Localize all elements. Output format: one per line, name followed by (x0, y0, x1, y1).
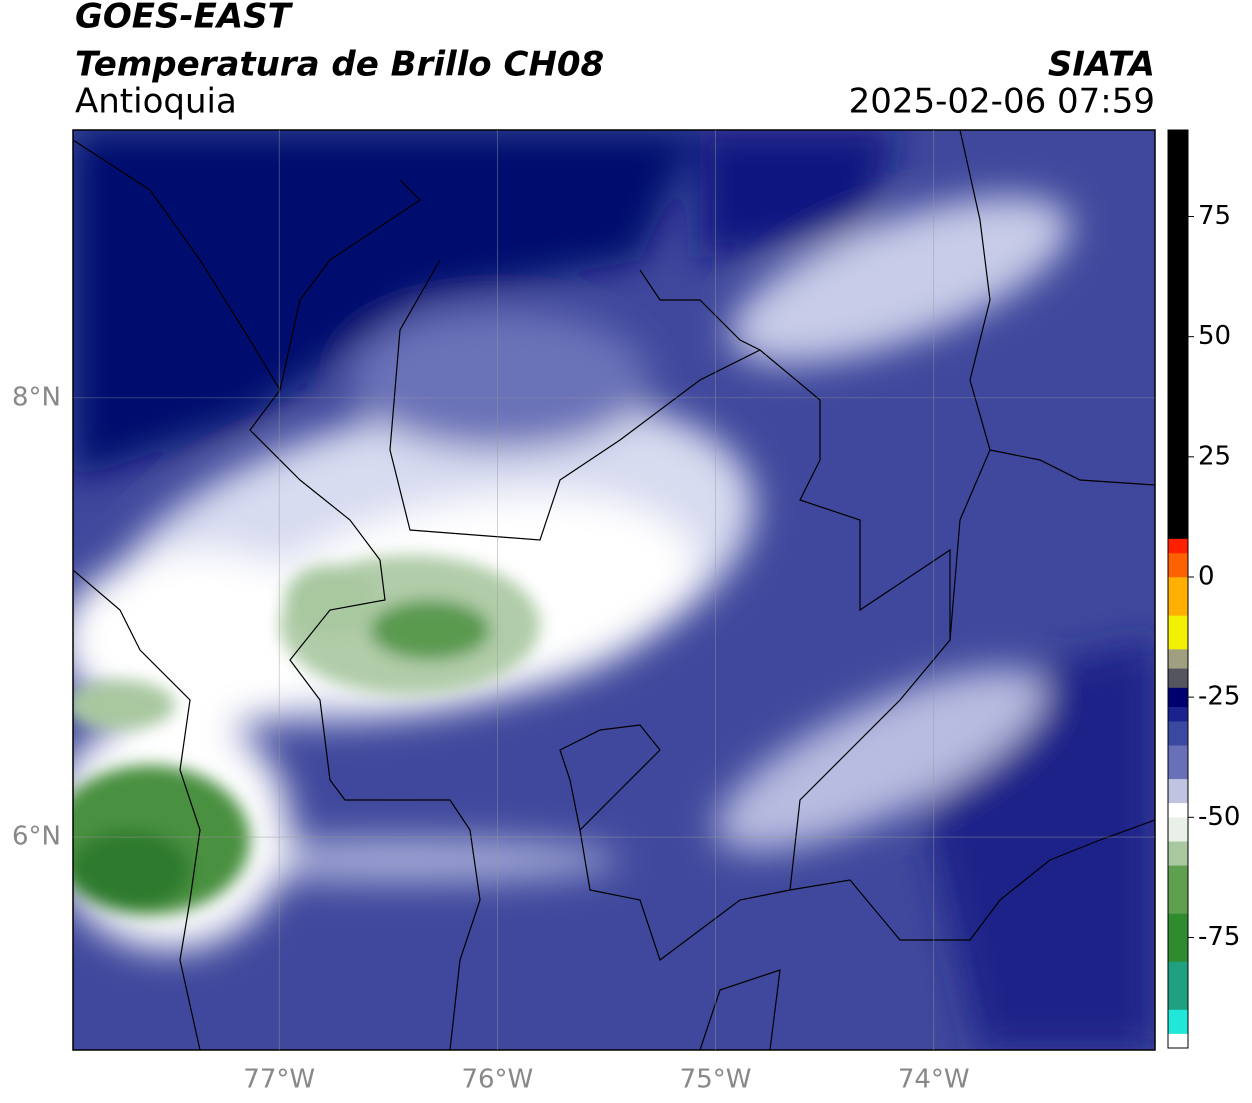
colorbar-segment (1167, 1009, 1189, 1034)
colorbar-tick-label: 25 (1198, 441, 1231, 471)
colorbar-segment (1167, 538, 1189, 554)
colorbar-segment (1167, 129, 1189, 539)
y-tick-label: 8°N (12, 382, 61, 412)
source: SIATA (1048, 45, 1155, 85)
colorbar-segment (1167, 817, 1189, 842)
colorbar-segment (1167, 552, 1189, 578)
colorbar-segment (1167, 615, 1189, 650)
colorbar-segment (1167, 865, 1189, 914)
datetime: 2025-02-06 07:59 (849, 82, 1155, 122)
region: Antioquia (75, 82, 237, 122)
colorbar-segment (1167, 802, 1189, 818)
colorbar-segment (1167, 778, 1189, 804)
colorbar-tick-label: 75 (1198, 201, 1231, 231)
subtitle: Temperatura de Brillo CH08 (75, 45, 604, 85)
colorbar-segment (1167, 648, 1189, 669)
colorbar-tick-label: -75 (1198, 922, 1240, 952)
colorbar-segment (1167, 744, 1189, 780)
x-tick-label: 75°W (680, 1065, 752, 1095)
map-frame (72, 129, 1156, 1051)
colorbar-segment (1167, 668, 1189, 688)
colorbar-tick-label: -25 (1198, 682, 1240, 712)
colorbar-segment (1167, 961, 1189, 1010)
colorbar-tick-label: 50 (1198, 321, 1231, 351)
colorbar-segment (1167, 687, 1189, 708)
title: GOES-EAST (75, 0, 294, 37)
colorbar-segment (1167, 841, 1189, 866)
colorbar-tick-label: 0 (1198, 561, 1215, 591)
colorbar-frame (1167, 129, 1189, 1049)
x-tick-label: 76°W (461, 1065, 533, 1095)
colorbar-segment (1167, 706, 1189, 722)
y-tick-label: 6°N (12, 822, 61, 852)
satellite-image (73, 130, 1155, 1050)
colorbar-segment (1167, 576, 1189, 616)
colorbar-segment (1167, 913, 1189, 962)
x-tick-label: 77°W (243, 1065, 315, 1095)
colorbar-segment (1167, 720, 1189, 746)
colorbar-segment (1167, 1033, 1189, 1049)
colorbar-tick-label: -50 (1198, 802, 1240, 832)
x-tick-label: 74°W (898, 1065, 970, 1095)
colorbar (1167, 129, 1189, 1049)
